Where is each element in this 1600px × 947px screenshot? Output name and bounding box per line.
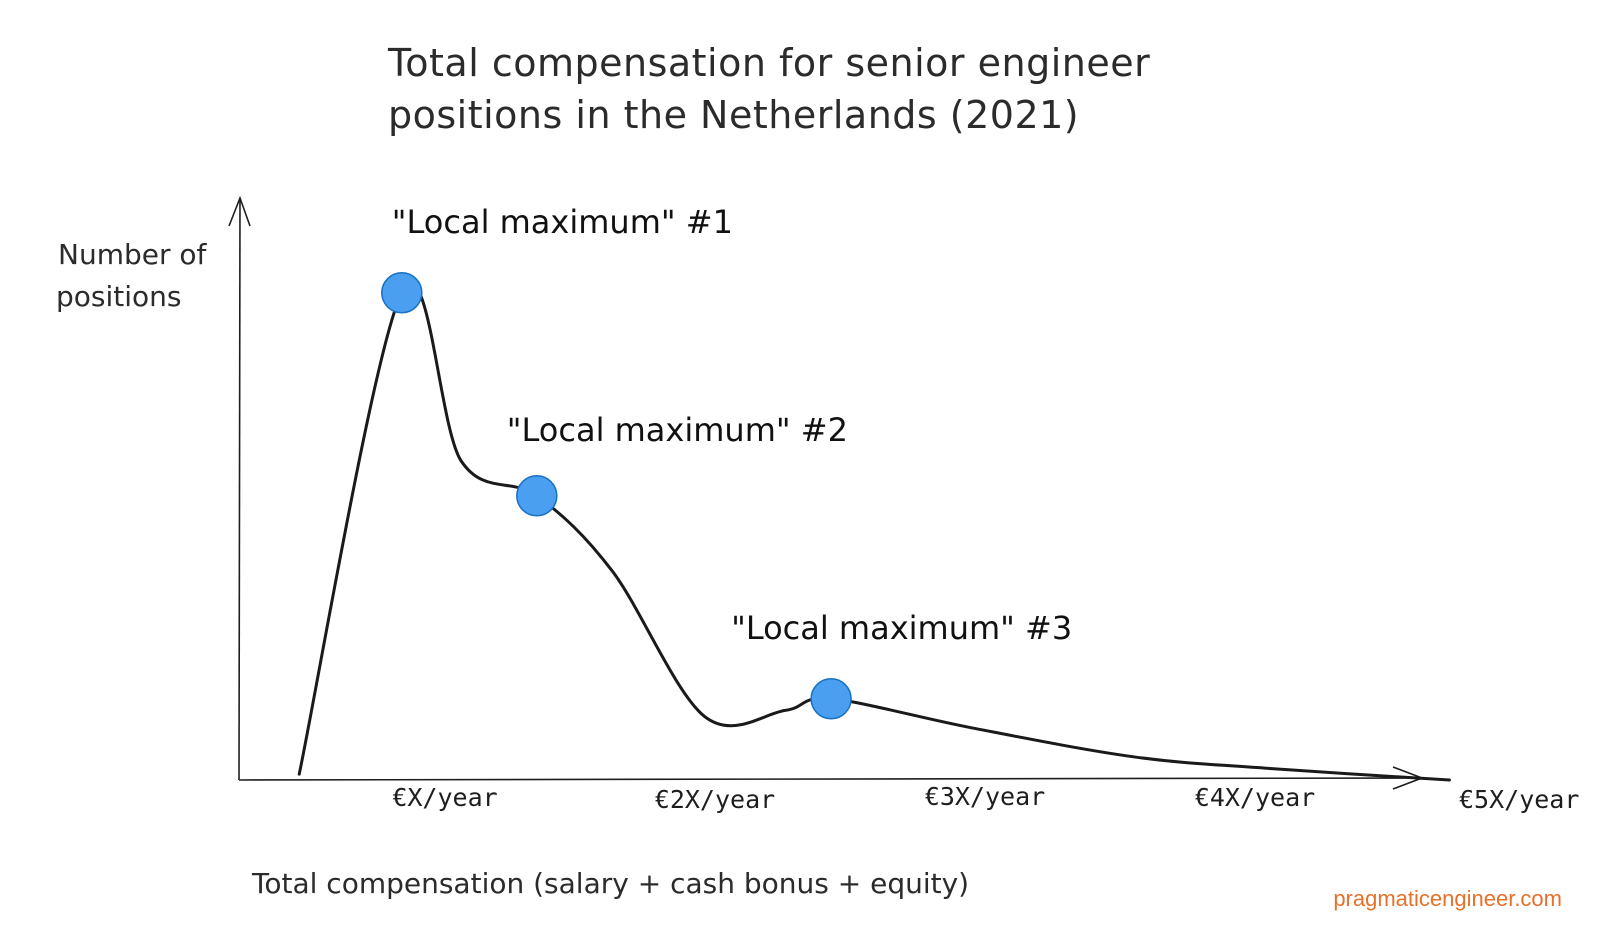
x-axis-line [238, 777, 1423, 781]
x-tick-label: €X/year [392, 783, 497, 812]
local-maximum-marker-1 [381, 272, 423, 314]
x-tick-label: €5X/year [1459, 785, 1579, 814]
x-tick-label: €4X/year [1195, 783, 1315, 812]
x-axis-label: Total compensation (salary + cash bonus … [251, 867, 969, 900]
local-maximum-label-2: "Local maximum" #2 [507, 411, 848, 449]
chart-title-line-1: Total compensation for senior engineer [387, 41, 1150, 85]
local-maximum-marker-2 [516, 475, 558, 517]
y-axis-line [238, 197, 241, 781]
chart-title-line-2: positions in the Netherlands (2021) [388, 93, 1079, 137]
local-maximum-marker-3 [810, 678, 852, 720]
axes [228, 195, 1425, 790]
local-maximum-label-3: "Local maximum" #3 [731, 609, 1072, 647]
local-maximum-label-1: "Local maximum" #1 [392, 203, 733, 241]
y-axis-label-line-1: Number of [58, 238, 208, 271]
annotations-layer: "Local maximum" #1 "Local maximum" #2 "Loc… [392, 203, 1072, 647]
watermark: pragmaticengineer.com [1333, 886, 1562, 911]
markers-layer [381, 272, 852, 720]
x-tick-labels: €X/year €2X/year €3X/year €4X/year €5X/year [392, 782, 1579, 814]
y-axis-arrowhead [228, 195, 251, 227]
distribution-curve [297, 282, 1451, 782]
series-layer [297, 282, 1451, 782]
y-axis-label-line-2: positions [56, 280, 182, 313]
x-tick-label: €2X/year [655, 785, 775, 814]
x-tick-label: €3X/year [925, 782, 1045, 811]
